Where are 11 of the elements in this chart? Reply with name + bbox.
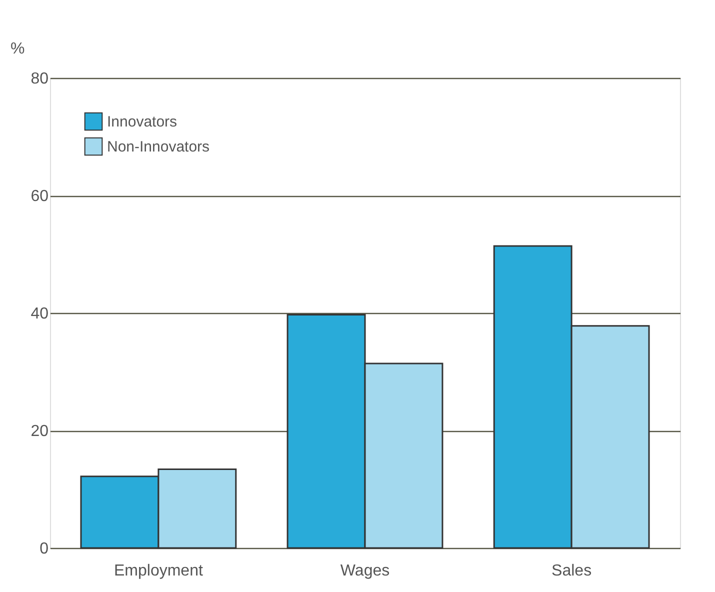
y-tick-label: 40 [30, 306, 49, 322]
y-axis-title: % [10, 40, 25, 58]
y-tick-label: 80 [30, 70, 49, 88]
y-tick-label: 0 [40, 540, 49, 558]
x-tick-label: Wages [340, 562, 390, 580]
x-tick-label: Sales [552, 562, 592, 580]
y-tick-label: 60 [30, 188, 49, 205]
legend-label: Innovators [107, 114, 178, 130]
x-tick-label: Employment [114, 562, 204, 580]
y-tick-label: 20 [30, 423, 49, 440]
legend-label: Non-Innovators [107, 138, 210, 156]
